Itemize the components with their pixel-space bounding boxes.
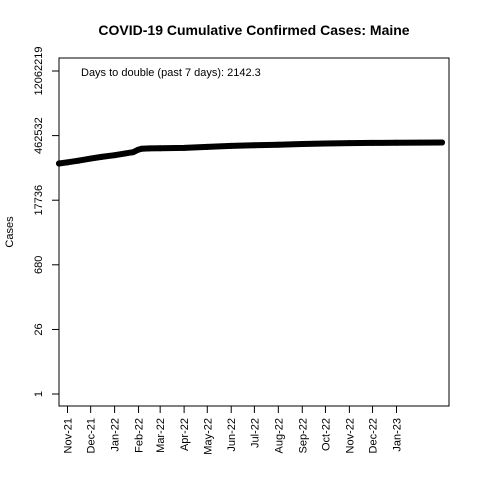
data-point-0-7 [130, 149, 137, 156]
x-tick-label-10: Sep-22 [297, 418, 309, 453]
x-tick-label-7: Jun-22 [226, 418, 238, 452]
x-tick-label-8: Jul-22 [249, 418, 261, 448]
y-tick-label-4: 462532 [33, 117, 45, 154]
x-tick-label-6: May-22 [202, 418, 214, 455]
x-tick-label-14: Jan-23 [391, 418, 403, 452]
x-tick-label-13: Dec-22 [368, 418, 380, 453]
x-axis: Nov-21 Dec-21 Jan-22 Feb-22 Mar-22 Apr-22 May-… [62, 406, 403, 455]
x-tick-label-1: Dec-21 [86, 418, 98, 453]
x-tick-label-9: Aug-22 [273, 418, 285, 453]
data-point-0-18 [322, 140, 329, 147]
data-point-0-16 [275, 141, 282, 148]
data-point-0-9 [138, 145, 145, 152]
data-point-0-15 [251, 142, 258, 149]
x-tick-label-2: Jan-22 [110, 418, 122, 452]
data-point-0-4 [98, 153, 105, 160]
data-point-0-11 [157, 145, 164, 152]
y-axis: 1 26 680 17736 462532 12062219 [33, 47, 59, 397]
data-point-0-23 [439, 139, 446, 146]
y-tick-label-5: 12062219 [33, 47, 45, 96]
data-point-0-20 [369, 139, 376, 146]
data-point-0-0 [56, 160, 62, 167]
data-point-0-5 [111, 152, 118, 159]
x-tick-label-12: Nov-22 [344, 418, 356, 453]
data-point-0-22 [417, 139, 424, 146]
data-point-0-2 [75, 157, 82, 164]
y-tick-label-3: 17736 [33, 185, 45, 216]
data-point-0-14 [228, 142, 235, 149]
x-tick-label-11: Oct-22 [320, 418, 332, 451]
y-tick-label-0: 1 [33, 391, 45, 397]
data-point-0-1 [64, 159, 71, 166]
x-tick-label-3: Feb-22 [134, 418, 146, 453]
data-point-0-21 [393, 139, 400, 146]
chart-title: COVID-19 Cumulative Confirmed Cases: Mai… [98, 22, 409, 38]
y-tick-label-2: 680 [33, 256, 45, 274]
data-point-0-3 [87, 155, 94, 162]
data-point-0-17 [299, 141, 306, 148]
y-axis-label: Cases [4, 216, 16, 248]
x-tick-label-5: Apr-22 [179, 418, 191, 451]
x-tick-label-4: Mar-22 [155, 418, 167, 453]
doubling-annotation: Days to double (past 7 days): 2142.3 [81, 67, 261, 79]
data-point-0-19 [346, 140, 353, 147]
data-point-0-6 [122, 150, 129, 157]
data-point-0-13 [204, 143, 211, 150]
series-layer [56, 139, 446, 167]
y-tick-label-1: 26 [33, 323, 45, 335]
data-point-0-12 [181, 144, 188, 151]
x-tick-label-0: Nov-21 [62, 418, 74, 453]
data-point-0-10 [146, 145, 153, 152]
